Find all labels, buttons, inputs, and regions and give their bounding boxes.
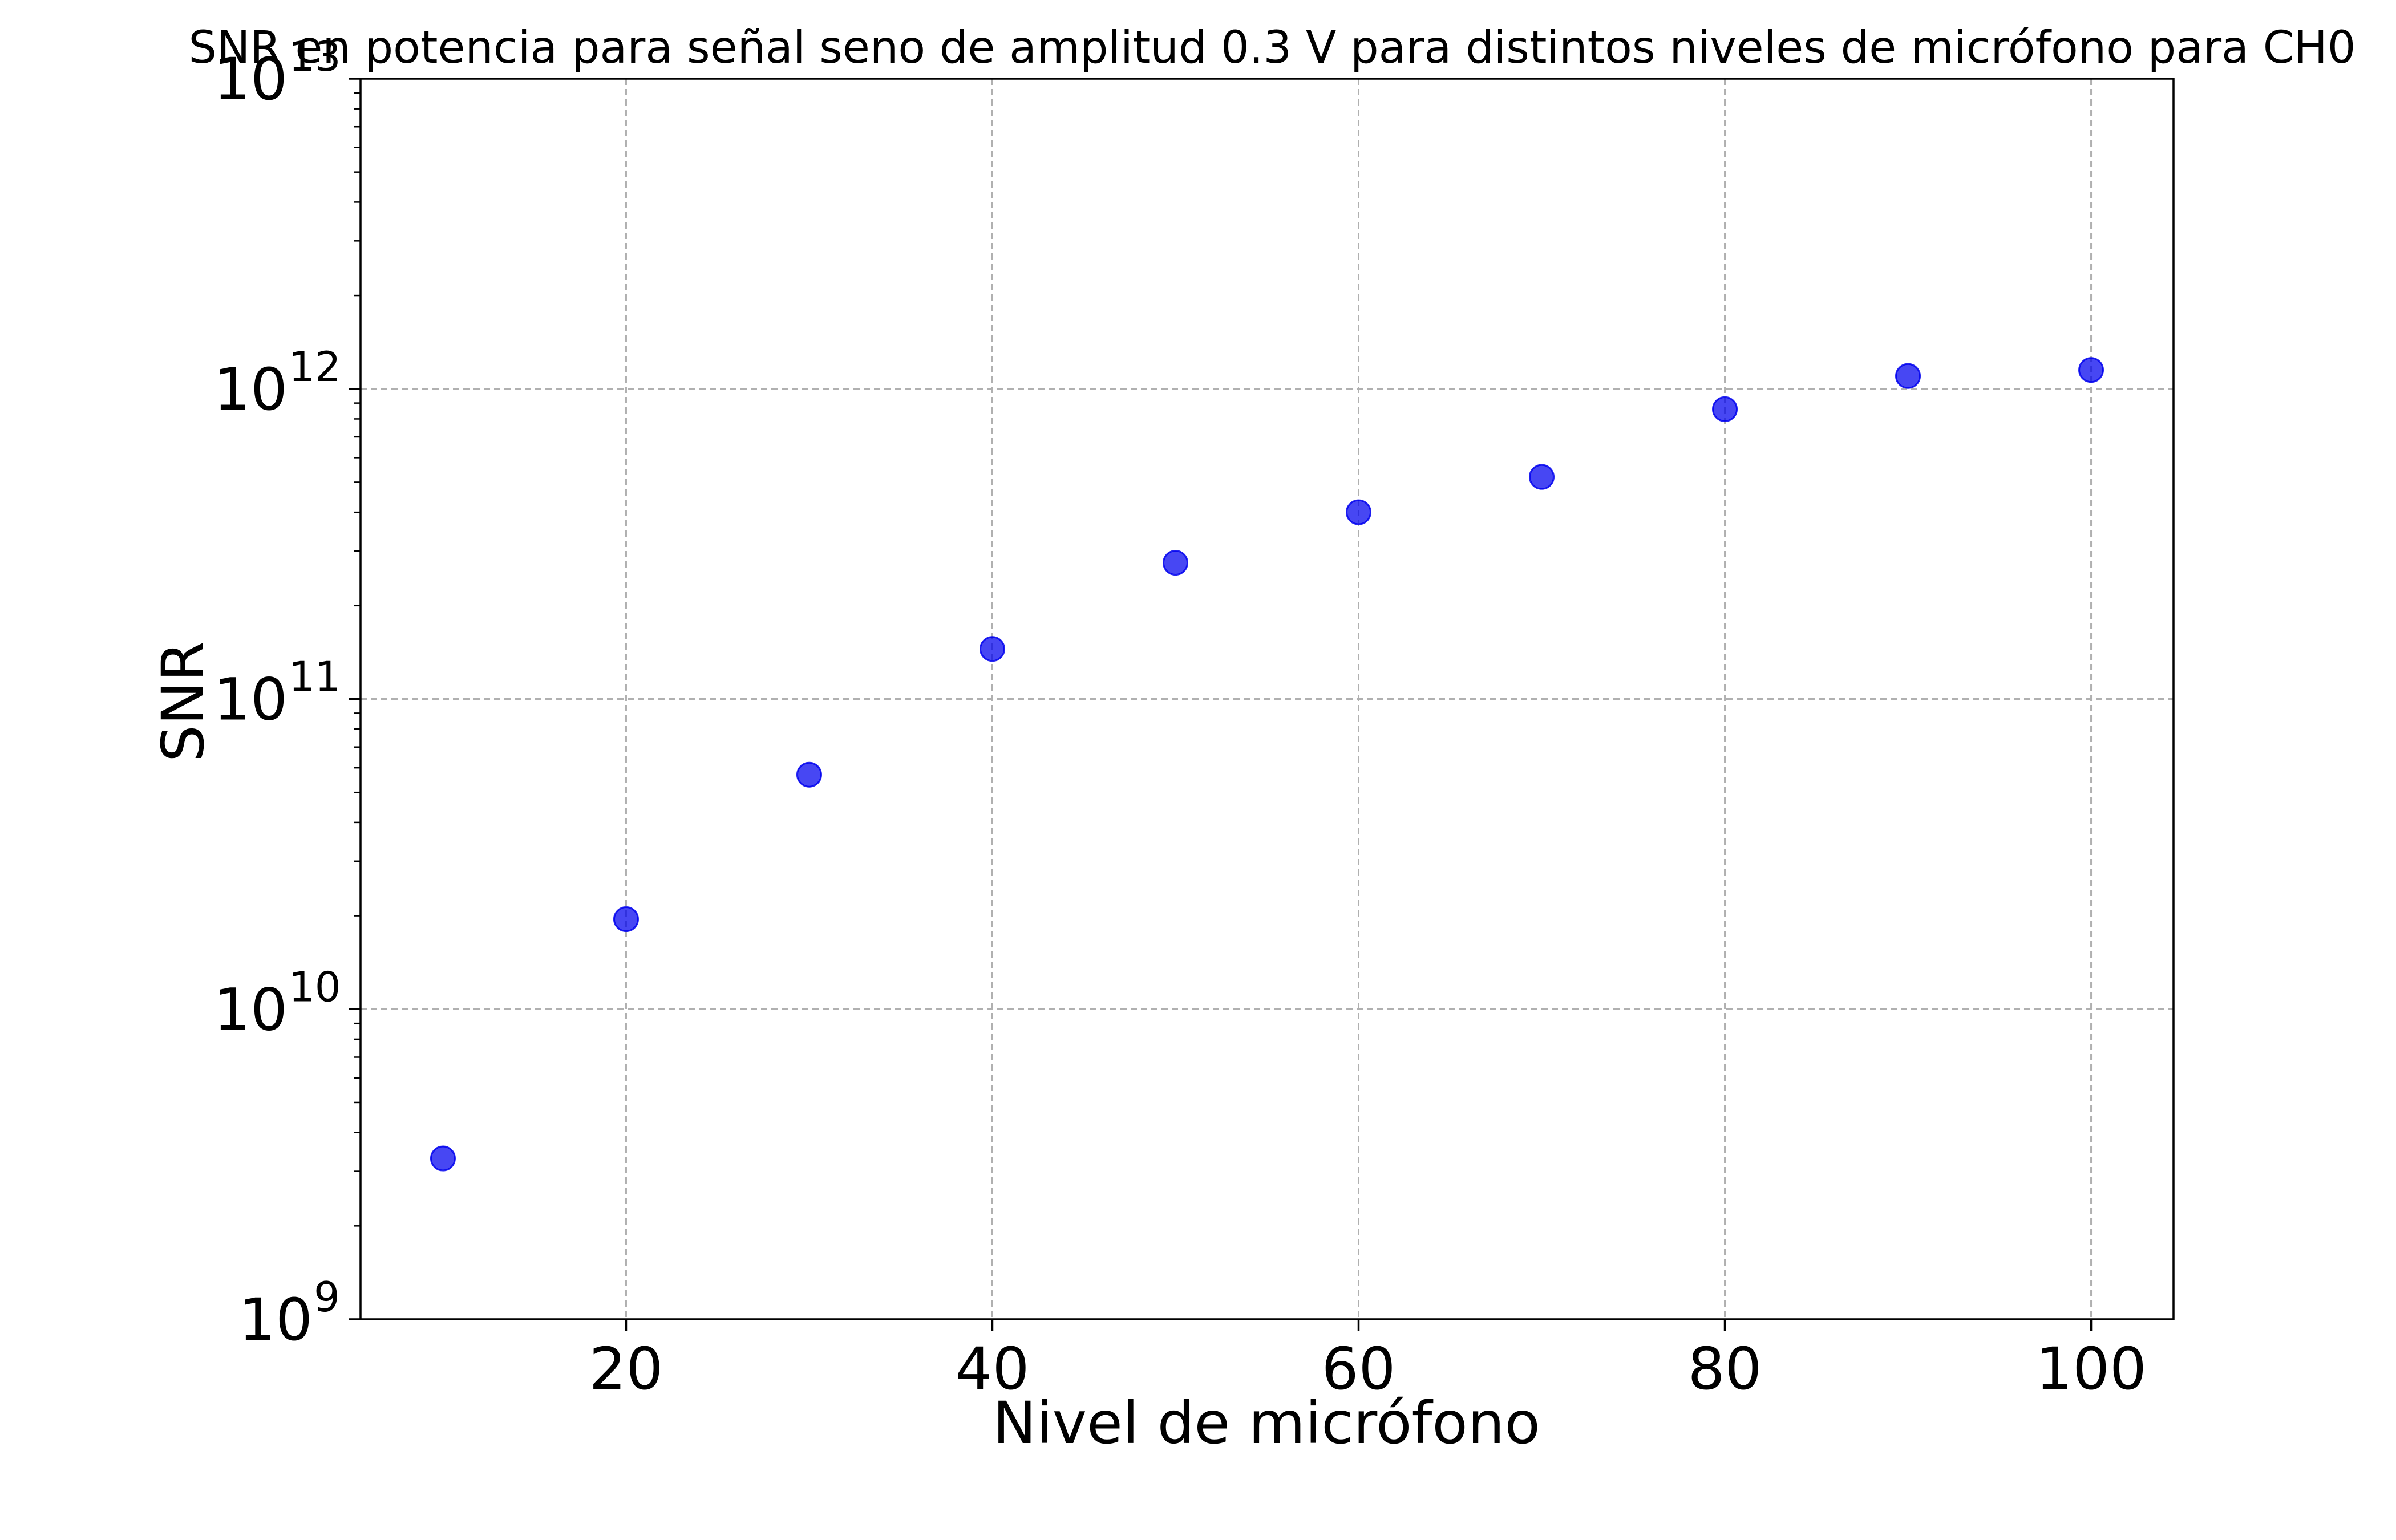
y-tick-exponent: 10 [289, 963, 341, 1011]
plot-frame [359, 78, 2175, 1320]
data-point [1895, 363, 1921, 389]
y-tick-label: 10 13 [213, 33, 341, 114]
y-tick-base: 10 [213, 46, 288, 114]
data-point [430, 1145, 456, 1172]
data-point [1162, 550, 1188, 576]
data-point [1346, 499, 1372, 525]
data-points [430, 357, 2104, 1172]
grid-lines [361, 79, 2174, 1319]
y-tick-base: 10 [213, 666, 288, 734]
y-tick-base: 10 [213, 356, 288, 424]
y-axis-label: SNR [149, 641, 217, 762]
x-tick-label: 60 [1322, 1335, 1396, 1403]
data-point [979, 636, 1005, 662]
y-tick-label: 10 12 [213, 343, 341, 424]
data-point [1529, 464, 1555, 490]
data-point [1712, 396, 1738, 422]
y-tick-label: 10 11 [213, 653, 341, 734]
x-tick-label: 80 [1688, 1335, 1762, 1403]
x-tick-label: 20 [589, 1335, 663, 1403]
data-point [796, 761, 822, 788]
x-axis-label: Nivel de micrófono [993, 1389, 1540, 1457]
x-tick-label: 100 [2035, 1335, 2147, 1403]
y-minor-ticks [354, 92, 361, 1227]
y-tick-exponent: 12 [289, 343, 341, 391]
data-point [613, 906, 639, 933]
y-tick-base: 10 [213, 976, 288, 1044]
y-tick-base: 10 [238, 1286, 313, 1354]
x-tick-label: 40 [956, 1335, 1030, 1403]
y-tick-exponent: 11 [289, 653, 341, 701]
data-point [2078, 357, 2104, 383]
y-tick-label: 10 10 [213, 963, 341, 1044]
x-axis-ticks: 20 40 60 80 100 [589, 1319, 2147, 1403]
y-tick-exponent: 9 [314, 1273, 340, 1321]
y-tick-label: 10 9 [238, 1273, 340, 1354]
y-tick-exponent: 13 [289, 33, 341, 80]
chart-title: SNR en potencia para señal seno de ampli… [189, 22, 2356, 74]
